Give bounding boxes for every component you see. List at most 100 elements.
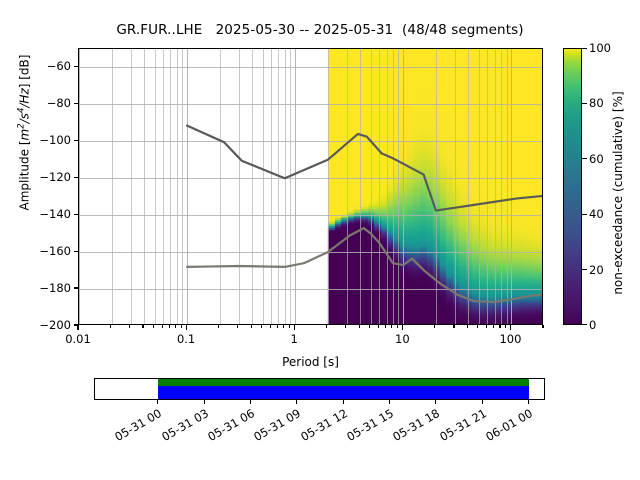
x-tick-mark — [326, 325, 328, 328]
x-tick-mark — [269, 325, 271, 328]
x-tick-label: 1 — [290, 332, 298, 346]
y-tick-label: −120 — [39, 170, 71, 185]
colorbar[interactable] — [563, 48, 582, 325]
timeline-tick-mark — [481, 400, 483, 404]
colorbar-tick-mark — [582, 102, 587, 104]
x-tick-mark — [237, 325, 239, 328]
colorbar-tick-label: 60 — [589, 151, 604, 166]
timeline-tick-label: 05-31 06 — [205, 406, 258, 444]
x-tick-mark — [168, 325, 170, 328]
timeline-tick-label: 05-31 21 — [437, 406, 489, 444]
x-tick-mark — [77, 325, 79, 330]
y-tick-mark — [74, 250, 78, 252]
x-tick-mark — [466, 325, 469, 328]
colorbar-tick-mark — [582, 48, 587, 50]
x-tick-mark — [128, 325, 131, 328]
timeline-tick-label: 05-31 00 — [112, 406, 165, 444]
x-tick-mark — [358, 325, 360, 328]
colorbar-label: non-exceedance (cumulative) [%] — [611, 91, 625, 295]
colorbar-tick-label: 0 — [589, 318, 597, 332]
x-tick-mark — [109, 325, 112, 328]
timeline-tick-mark — [296, 400, 298, 404]
x-tick-mark — [276, 325, 279, 328]
x-tick-mark — [261, 325, 263, 328]
x-tick-mark — [434, 325, 436, 328]
timeline-tick-label: 05-31 15 — [344, 406, 397, 444]
y-tick-mark — [74, 102, 78, 104]
x-tick-mark — [369, 325, 371, 328]
colorbar-tickmarks — [582, 48, 587, 325]
x-tick-mark — [345, 325, 347, 328]
x-tick-mark — [142, 325, 144, 328]
data-coverage-blue — [158, 385, 530, 399]
x-tick-mark — [283, 325, 285, 328]
timeline-tick-label: 05-31 18 — [390, 406, 443, 444]
noise-model-curves — [79, 49, 542, 324]
colorbar-tick-label: 80 — [589, 96, 604, 111]
y-tick-label: −60 — [46, 59, 71, 74]
timeline-tick-mark — [157, 400, 159, 404]
timeline-ticklabels: 05-31 00 05-31 03 05-31 06 05-31 09 05-31 12… — [0, 398, 640, 468]
data-coverage-green — [158, 379, 530, 386]
y-tick-mark — [74, 324, 78, 326]
y-tick-label: −100 — [39, 133, 71, 148]
x-tick-mark — [499, 325, 501, 328]
colorbar-tick-mark — [582, 323, 587, 325]
colorbar-ticklabels: 0 20 40 60 80 100 — [589, 41, 623, 332]
timeline-tickmarks — [94, 400, 545, 404]
y-axis-tickmarks — [74, 48, 78, 326]
timeline-tick-label: 05-31 09 — [251, 406, 304, 444]
x-tick-label: 10 — [395, 332, 410, 346]
timeline-tick-mark — [342, 400, 344, 404]
x-tick-mark — [180, 325, 182, 328]
x-tick-label: 0.01 — [65, 332, 91, 346]
colorbar-tick-mark — [582, 213, 587, 215]
y-tick-mark — [74, 139, 78, 141]
x-tick-mark — [185, 325, 187, 330]
data-coverage-bar[interactable] — [94, 378, 545, 400]
x-tick-mark — [218, 325, 220, 328]
y-tick-label: −200 — [39, 318, 71, 332]
x-tick-label: 0.1 — [176, 332, 196, 346]
page-title: GR.FUR..LHE 2025-05-30 -- 2025-05-31 (48… — [116, 22, 524, 38]
x-tick-mark — [288, 325, 290, 328]
x-tick-mark — [401, 325, 403, 330]
x-tick-mark — [477, 325, 479, 328]
x-axis-ticklabels: 0.01 0.1 1 10 100 — [65, 332, 543, 348]
colorbar-tick-label: 20 — [589, 262, 604, 277]
y-tick-label: −180 — [39, 281, 71, 296]
y-tick-label: −160 — [39, 244, 71, 259]
x-axis-label: Period [s] — [282, 355, 339, 369]
y-axis-ticklabels: −60 −80 −100 −120 −140 −160 −180 −200 — [8, 48, 71, 332]
x-tick-mark — [493, 325, 495, 328]
x-tick-label: 100 — [499, 332, 522, 346]
timeline-tick-mark — [389, 400, 391, 404]
colorbar-tick-label: 100 — [589, 41, 611, 55]
x-tick-mark — [175, 325, 177, 328]
y-tick-mark — [74, 287, 78, 289]
x-tick-mark — [453, 325, 455, 328]
y-tick-mark — [74, 176, 78, 178]
colorbar-tick-mark — [582, 269, 587, 271]
x-tick-mark — [152, 325, 155, 328]
timeline-tick-mark — [435, 400, 437, 404]
x-tick-mark — [250, 325, 252, 328]
x-tick-mark — [542, 325, 544, 328]
y-tick-label: −80 — [46, 96, 71, 111]
x-tick-mark — [396, 325, 398, 328]
timeline-tick-label: 06-01 00 — [483, 406, 536, 444]
x-tick-mark — [377, 325, 379, 328]
ppsd-plot-area[interactable] — [78, 48, 543, 325]
timeline-tick-mark — [250, 400, 252, 404]
x-tick-mark — [293, 325, 295, 330]
timeline-tick-mark — [528, 400, 530, 404]
x-tick-mark — [485, 325, 488, 328]
y-tick-mark — [74, 213, 78, 215]
x-tick-mark — [509, 325, 512, 330]
x-tick-mark — [384, 325, 387, 328]
nlnm-curve — [186, 227, 542, 304]
colorbar-tick-label: 40 — [589, 207, 604, 222]
x-tick-mark — [391, 325, 393, 328]
timeline-tick-label: 05-31 12 — [297, 406, 350, 444]
